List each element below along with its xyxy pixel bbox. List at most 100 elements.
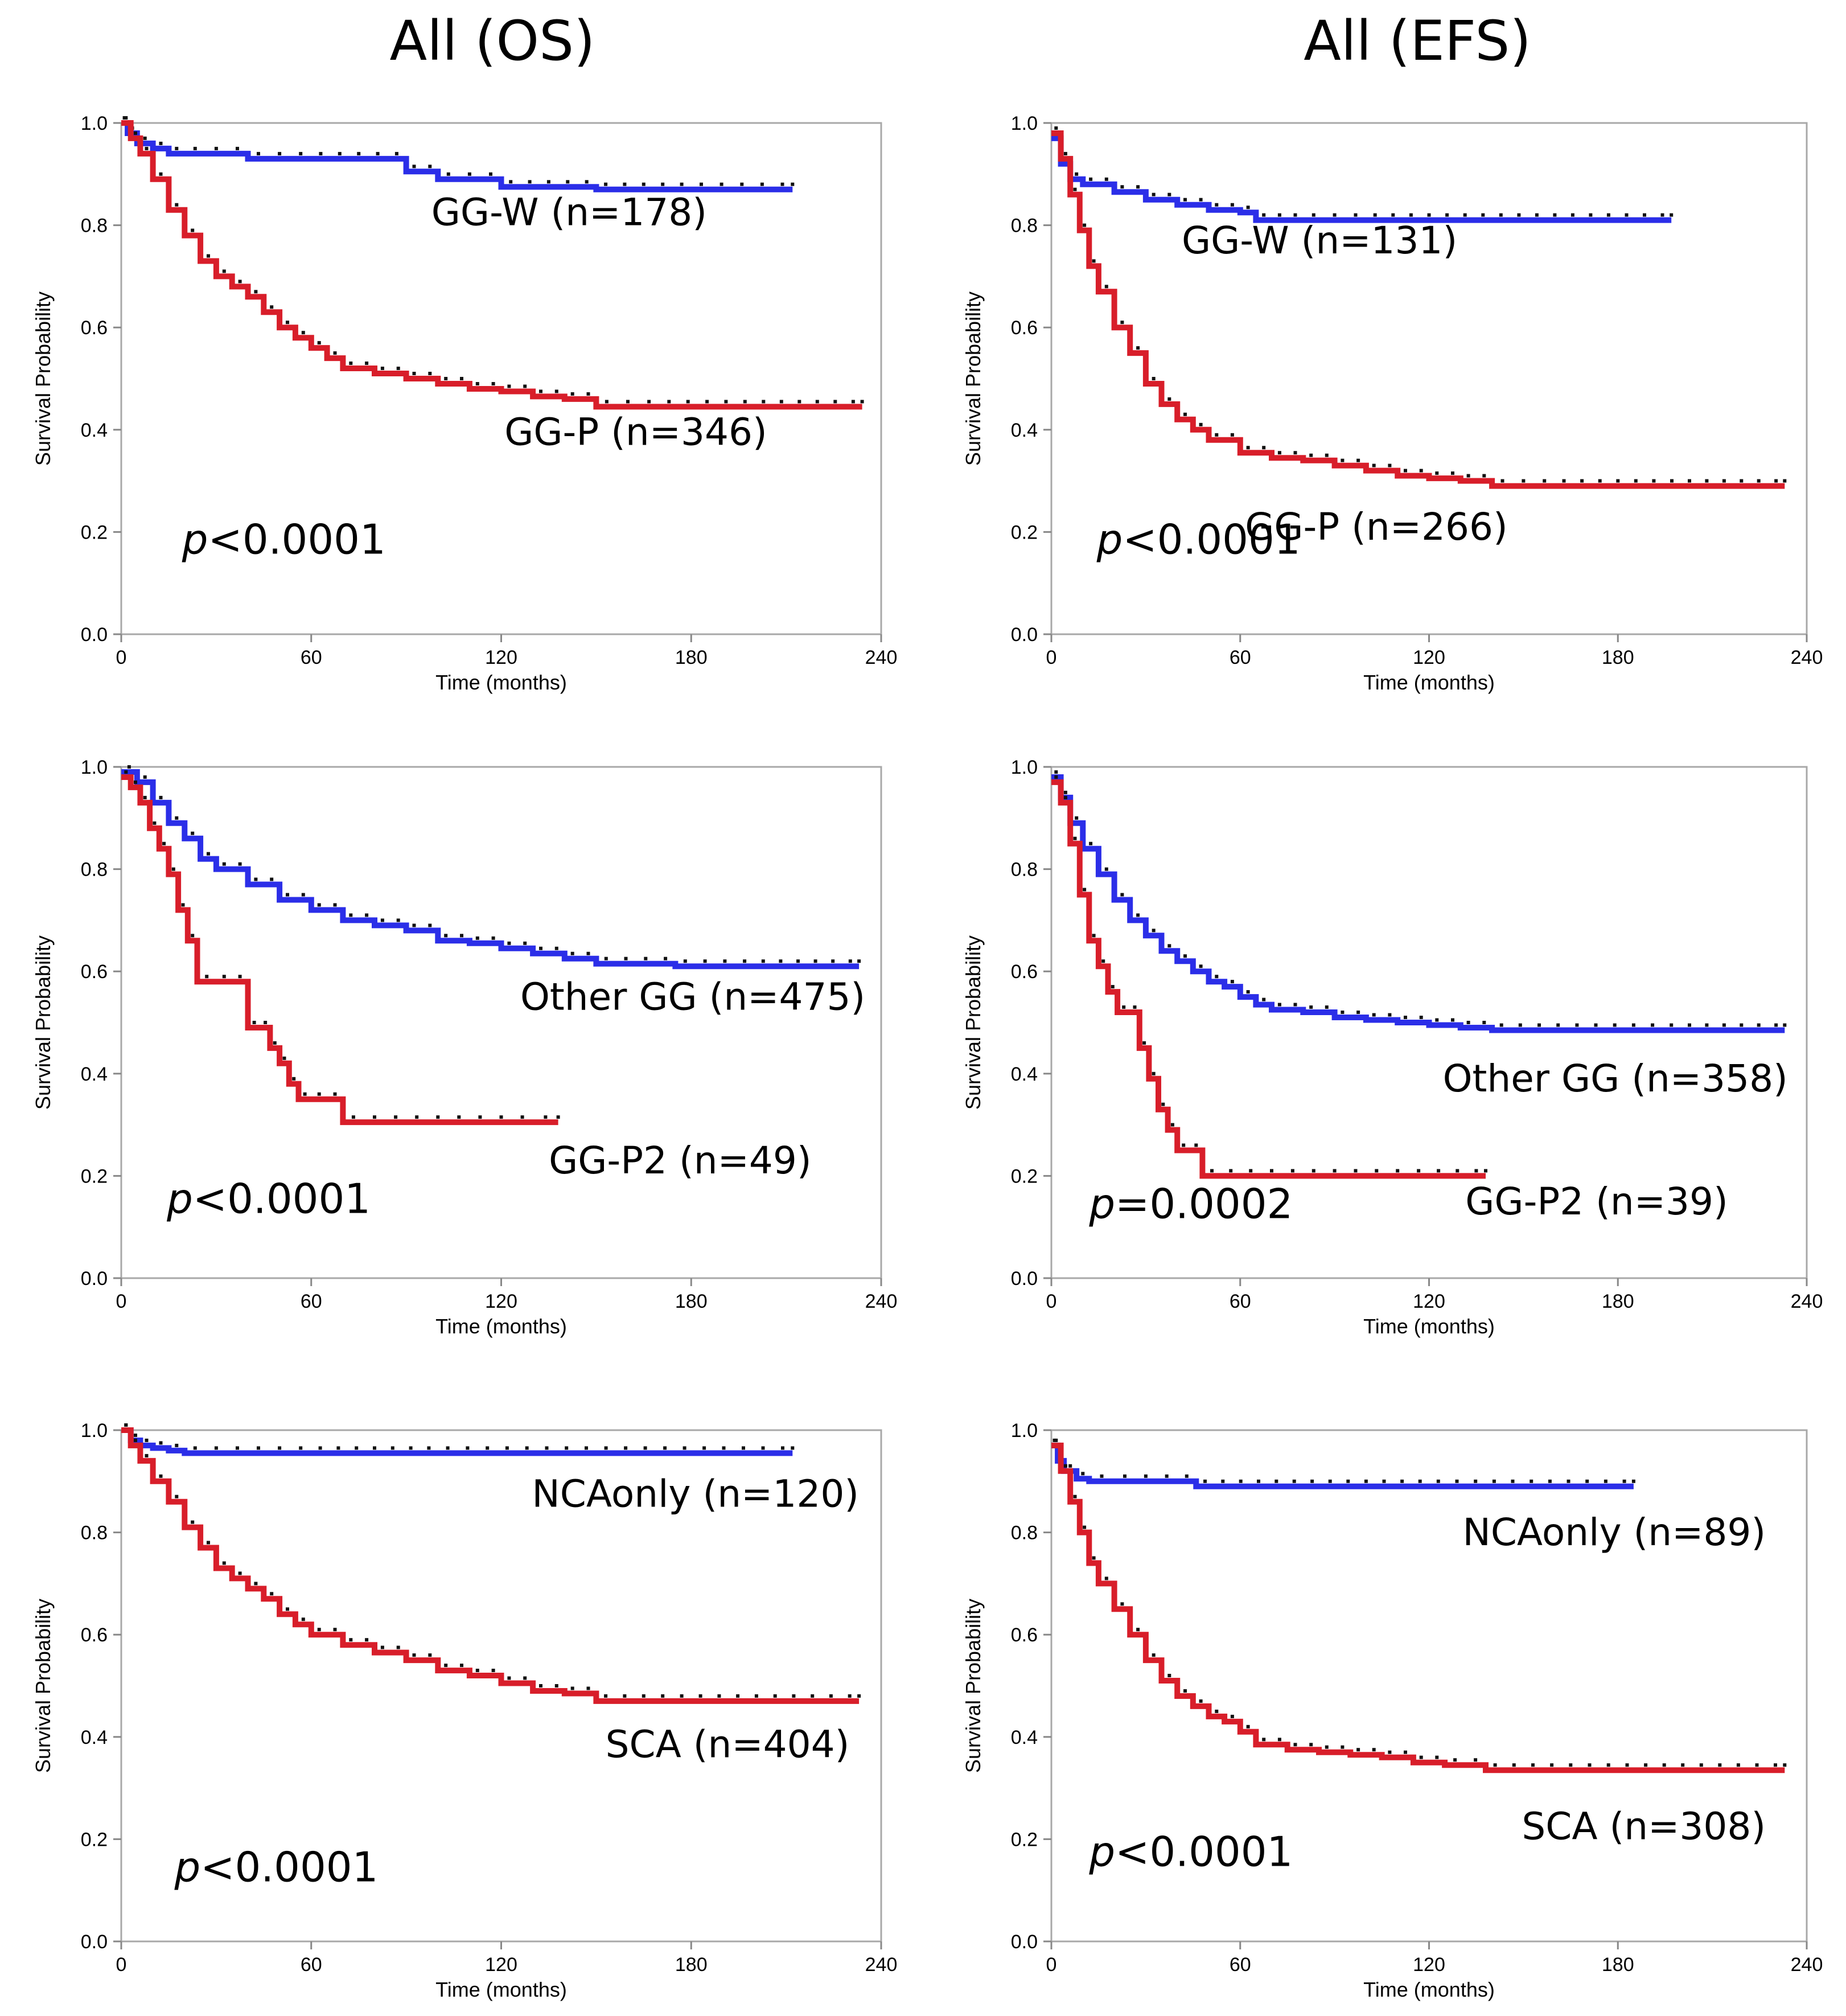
censor-mark bbox=[292, 1077, 296, 1081]
censor-mark bbox=[1588, 1763, 1592, 1767]
censor-mark bbox=[1382, 1479, 1386, 1483]
survival-curve-blue bbox=[121, 1427, 793, 1456]
censor-mark bbox=[779, 400, 783, 404]
censor-mark bbox=[301, 893, 305, 897]
x-tick-label: 0 bbox=[1046, 647, 1057, 668]
censor-mark bbox=[1123, 1474, 1126, 1478]
censor-mark bbox=[254, 290, 258, 294]
y-axis-label: Survival Probability bbox=[31, 1599, 55, 1773]
censor-mark bbox=[193, 146, 197, 150]
censor-mark bbox=[1309, 1005, 1313, 1009]
censor-mark bbox=[460, 1664, 463, 1668]
censor-mark bbox=[1075, 816, 1079, 820]
survival-curve-blue bbox=[1051, 774, 1785, 1033]
censor-mark bbox=[457, 1115, 461, 1119]
censor-mark bbox=[1277, 1738, 1281, 1742]
censor-mark bbox=[570, 951, 574, 955]
censor-mark bbox=[605, 400, 609, 404]
censor-mark bbox=[1262, 213, 1266, 217]
censor-mark bbox=[159, 1474, 163, 1478]
censor-mark bbox=[1435, 1018, 1439, 1022]
censor-mark bbox=[270, 305, 274, 309]
censor-mark bbox=[264, 1021, 268, 1024]
survival-curve-red bbox=[1051, 1442, 1785, 1773]
censor-mark bbox=[1570, 213, 1574, 217]
censor-mark bbox=[394, 151, 398, 155]
censor-mark bbox=[1089, 841, 1093, 845]
y-axis-label: Survival Probability bbox=[961, 291, 985, 466]
censor-mark bbox=[1277, 213, 1281, 217]
y-tick-label: 0.2 bbox=[1011, 1829, 1038, 1850]
censor-mark bbox=[1373, 213, 1377, 217]
censor-mark bbox=[1451, 471, 1454, 475]
censor-mark bbox=[1436, 1479, 1440, 1483]
curve-label: SCA (n=308) bbox=[1522, 1804, 1766, 1848]
x-axis-label: Time (months) bbox=[1363, 671, 1495, 694]
km-panel-2: 0.0 0.2 0.4 0.6 0.8 1.0 0 60 120 180 240 Time (mont… bbox=[961, 113, 1823, 694]
censor-mark bbox=[546, 180, 550, 184]
y-tick-label: 0.6 bbox=[1011, 1624, 1038, 1646]
censor-mark bbox=[1670, 213, 1674, 217]
censor-mark bbox=[1740, 479, 1744, 483]
censor-mark bbox=[1404, 1750, 1407, 1754]
censor-mark bbox=[222, 862, 226, 866]
censor-mark bbox=[702, 1446, 706, 1450]
censor-mark bbox=[1073, 187, 1077, 191]
censor-mark bbox=[791, 1446, 795, 1450]
curve-label: Other GG (n=475) bbox=[520, 975, 865, 1019]
censor-mark bbox=[1418, 1479, 1422, 1483]
censor-mark bbox=[145, 146, 149, 150]
censor-mark bbox=[762, 400, 766, 404]
x-tick-label: 60 bbox=[301, 647, 322, 668]
censor-mark bbox=[1063, 1464, 1067, 1468]
censor-mark bbox=[624, 1446, 628, 1450]
censor-mark bbox=[365, 1638, 369, 1642]
censor-mark bbox=[159, 1441, 163, 1445]
censor-mark bbox=[380, 918, 384, 922]
censor-mark bbox=[523, 1676, 527, 1680]
censor-mark bbox=[1589, 213, 1593, 217]
x-axis-label: Time (months) bbox=[435, 1315, 567, 1338]
censor-mark bbox=[1670, 479, 1674, 483]
censor-mark bbox=[544, 1115, 548, 1119]
censor-mark bbox=[1246, 990, 1250, 994]
censor-mark bbox=[791, 182, 795, 186]
censor-mark bbox=[427, 1446, 431, 1450]
censor-mark bbox=[444, 934, 448, 938]
censor-mark bbox=[1474, 1479, 1478, 1483]
censor-mark bbox=[134, 1434, 137, 1437]
censor-mark bbox=[1199, 1699, 1203, 1703]
column-title-os: All (OS) bbox=[390, 9, 595, 73]
x-tick-label: 0 bbox=[116, 1954, 127, 1976]
curve-label: NCAonly (n=89) bbox=[1462, 1510, 1766, 1554]
censor-mark bbox=[1455, 1479, 1459, 1483]
censor-mark bbox=[278, 1446, 282, 1450]
y-tick-label: 0.8 bbox=[81, 215, 108, 237]
censor-mark bbox=[1262, 446, 1266, 450]
censor-mark bbox=[1203, 1479, 1207, 1483]
censor-mark bbox=[833, 400, 837, 404]
censor-mark bbox=[1419, 469, 1423, 473]
column-title-efs: All (EFS) bbox=[1304, 9, 1531, 73]
censor-mark bbox=[1333, 1169, 1337, 1173]
censor-mark bbox=[1215, 203, 1219, 207]
y-tick-label: 0.4 bbox=[81, 1727, 108, 1748]
censor-mark bbox=[1718, 1763, 1722, 1767]
censor-mark bbox=[415, 1115, 419, 1119]
censor-mark bbox=[175, 1443, 179, 1447]
censor-mark bbox=[1262, 1738, 1266, 1742]
censor-mark bbox=[1161, 1102, 1165, 1106]
censor-mark bbox=[623, 1694, 627, 1698]
censor-mark bbox=[1311, 213, 1315, 217]
x-axis-label: Time (months) bbox=[435, 671, 567, 694]
censor-mark bbox=[394, 1115, 398, 1119]
censor-mark bbox=[412, 165, 416, 169]
censor-mark bbox=[1481, 213, 1485, 217]
censor-mark bbox=[1183, 954, 1187, 958]
x-axis-label: Time (months) bbox=[1363, 1978, 1495, 2001]
censor-mark bbox=[1493, 1763, 1497, 1767]
censor-mark bbox=[1183, 198, 1187, 202]
censor-mark bbox=[191, 831, 195, 835]
censor-mark bbox=[1277, 1003, 1281, 1007]
censor-mark bbox=[181, 903, 185, 907]
